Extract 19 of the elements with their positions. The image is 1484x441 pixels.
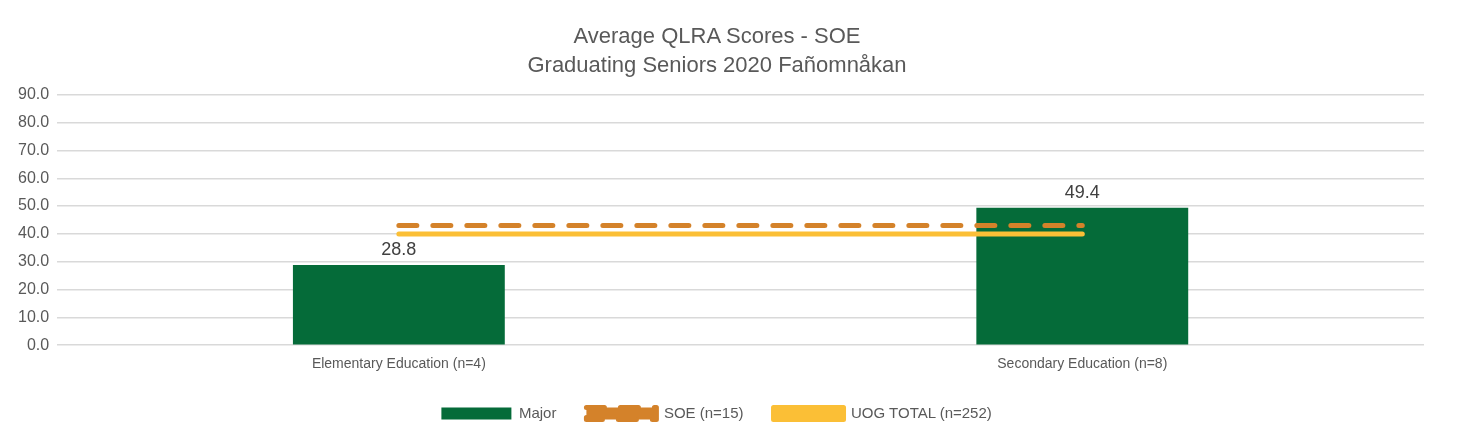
y-tick-label: 50.0 bbox=[18, 196, 50, 214]
y-tick-label: 0.0 bbox=[26, 335, 50, 353]
y-tick-label: 20.0 bbox=[18, 279, 50, 297]
legend-label: SOE (n=15) bbox=[663, 403, 744, 421]
chart-title: Average QLRA Scores - SOE bbox=[573, 23, 861, 49]
data-label: 49.4 bbox=[1064, 181, 1100, 202]
y-tick-label: 30.0 bbox=[18, 252, 50, 270]
y-tick-label: 40.0 bbox=[18, 224, 50, 242]
legend-label: UOG TOTAL (n=252) bbox=[851, 403, 992, 421]
x-tick-label: Elementary Education (n=4) bbox=[311, 355, 486, 372]
y-tick-label: 70.0 bbox=[18, 140, 50, 158]
data-label: 28.8 bbox=[381, 239, 417, 260]
legend-label: Major bbox=[518, 403, 557, 421]
y-tick-label: 10.0 bbox=[18, 307, 50, 325]
y-tick-label: 80.0 bbox=[18, 113, 50, 131]
y-tick-label: 90.0 bbox=[18, 85, 50, 103]
y-tick-label: 60.0 bbox=[18, 168, 50, 186]
x-tick-label: Secondary Education (n=8) bbox=[997, 355, 1168, 372]
chart-subtitle: Graduating Seniors 2020 Fañomnåkan bbox=[527, 51, 907, 77]
